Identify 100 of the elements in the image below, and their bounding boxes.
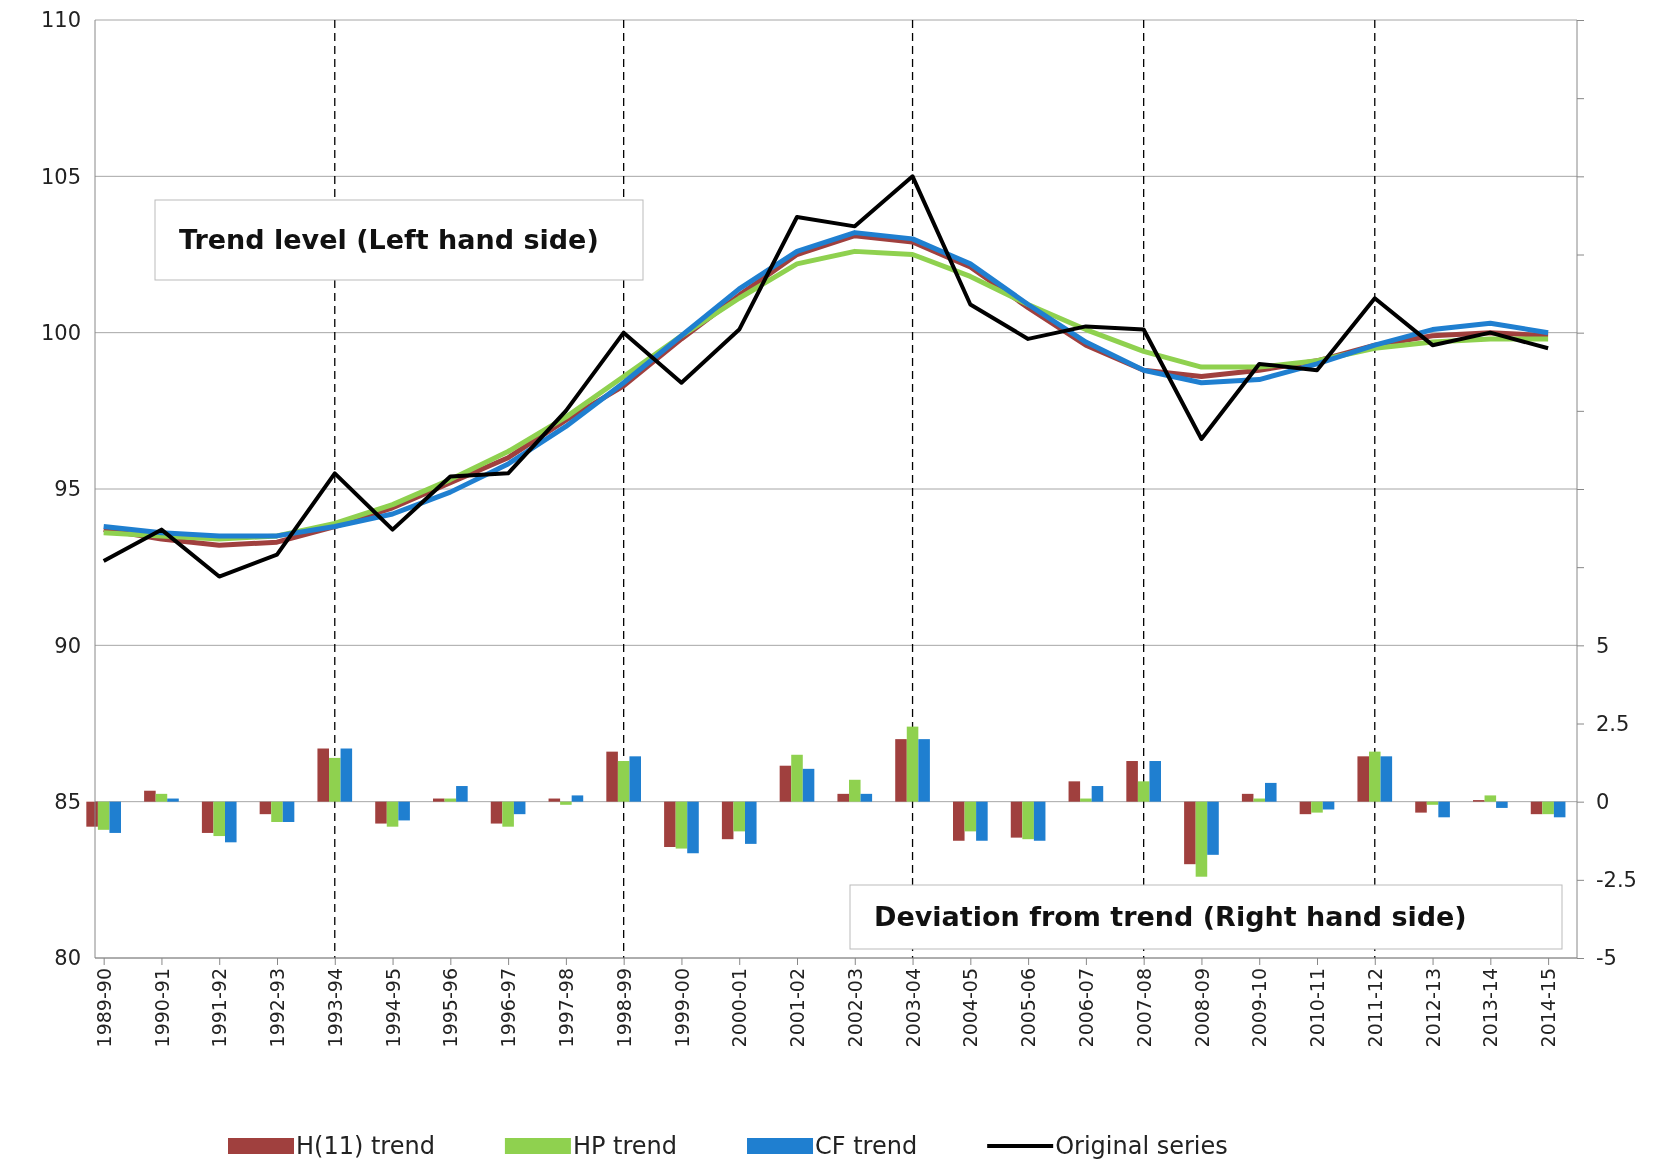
bar [1241, 793, 1254, 802]
x-tick-label: 1999-00 [670, 968, 693, 1048]
bar [791, 754, 803, 802]
bar [1415, 801, 1427, 813]
legend-label: H(11) trend [296, 1132, 435, 1161]
bar [953, 801, 965, 841]
bar [282, 801, 295, 822]
y-tick-label: 110 [40, 8, 81, 33]
bar [1299, 801, 1312, 815]
x-tick-label: 2005-06 [1017, 968, 1040, 1048]
x-tick-label: 2006-07 [1075, 968, 1098, 1048]
x-tick-label: 2008-09 [1190, 968, 1213, 1048]
x-tick-label: 2003-04 [901, 968, 924, 1048]
bar [976, 801, 988, 841]
bar [1542, 801, 1554, 815]
bar [1369, 751, 1381, 802]
y-tick-label: 90 [54, 633, 81, 658]
x-tick-label: 2001-02 [786, 968, 809, 1048]
bar [1253, 798, 1265, 802]
bar [155, 793, 168, 802]
bar [259, 801, 272, 815]
x-tick-label: 1991-92 [208, 968, 231, 1048]
y2-tick-label: -5 [1596, 946, 1617, 971]
bar [687, 801, 699, 854]
bar [1484, 795, 1497, 802]
x-tick-label: 2009-10 [1248, 968, 1271, 1048]
bar [1438, 801, 1450, 818]
bar [1207, 801, 1219, 855]
bar [571, 795, 584, 802]
bar [444, 798, 457, 802]
annotation: Trend level (Left hand side) [179, 224, 599, 256]
x-tick-label: 1993-94 [323, 968, 346, 1048]
bar [109, 801, 121, 833]
bar [1530, 801, 1543, 815]
legend-label: CF trend [815, 1132, 918, 1161]
bar [1265, 782, 1277, 802]
bar [675, 801, 688, 849]
bar [1426, 801, 1439, 805]
bar [1195, 801, 1208, 877]
bar [918, 739, 930, 802]
y2-tick-label: 5 [1596, 633, 1610, 658]
x-tick-label: 1994-95 [381, 968, 404, 1048]
legend-label: HP trend [572, 1132, 678, 1161]
x-tick-label: 2002-03 [843, 968, 866, 1048]
x-tick-label: 2012-13 [1421, 968, 1444, 1048]
bar [329, 757, 341, 802]
bar [617, 761, 630, 802]
bar [721, 801, 734, 840]
bar [895, 739, 907, 802]
bar [606, 751, 618, 802]
y2-tick-label: 2.5 [1596, 711, 1630, 736]
bar [213, 801, 225, 837]
bar [340, 748, 353, 802]
bar [144, 790, 156, 802]
bar [386, 801, 399, 827]
bar [849, 779, 861, 802]
bar [802, 768, 815, 802]
x-tick-label: 1990-91 [150, 968, 173, 1048]
bar [745, 801, 757, 844]
bar [86, 801, 98, 827]
bar [167, 798, 179, 802]
bar [629, 756, 641, 802]
x-tick-label: 1989-90 [92, 968, 115, 1048]
annotation: Deviation from trend (Right hand side) [874, 901, 1467, 933]
bar [1010, 801, 1023, 838]
bar [1033, 801, 1046, 841]
x-tick-label: 1997-98 [555, 968, 578, 1048]
x-tick-label: 2010-11 [1306, 968, 1329, 1048]
y-tick-label: 105 [40, 164, 81, 189]
bar [906, 726, 919, 802]
bar [1022, 801, 1034, 840]
bar [1311, 801, 1323, 813]
bar [1380, 756, 1393, 802]
bar [375, 801, 387, 824]
bar [1149, 761, 1161, 802]
x-tick-label: 1992-93 [266, 968, 289, 1048]
y-tick-label: 95 [54, 477, 81, 502]
bar [664, 801, 676, 847]
bar [1553, 801, 1566, 818]
bar [1068, 781, 1081, 802]
bar [201, 801, 214, 833]
bar [1091, 786, 1104, 802]
x-tick-label: 1995-96 [439, 968, 462, 1048]
y2-tick-label: -2.5 [1596, 868, 1637, 893]
y-tick-label: 100 [40, 320, 81, 345]
bar [97, 801, 110, 830]
bar [560, 801, 572, 805]
x-tick-label: 2014-15 [1537, 968, 1560, 1048]
bar [225, 801, 237, 843]
bar [456, 786, 468, 802]
bar [1357, 756, 1369, 802]
bar [1080, 798, 1092, 802]
bar [837, 793, 849, 802]
bar [271, 801, 283, 822]
bar [733, 801, 745, 832]
x-tick-label: 2004-05 [959, 968, 982, 1048]
x-tick-label: 2013-14 [1479, 968, 1502, 1048]
x-tick-label: 2011-12 [1363, 968, 1386, 1048]
x-tick-label: 2007-08 [1132, 968, 1155, 1048]
y-tick-label: 80 [54, 946, 81, 971]
